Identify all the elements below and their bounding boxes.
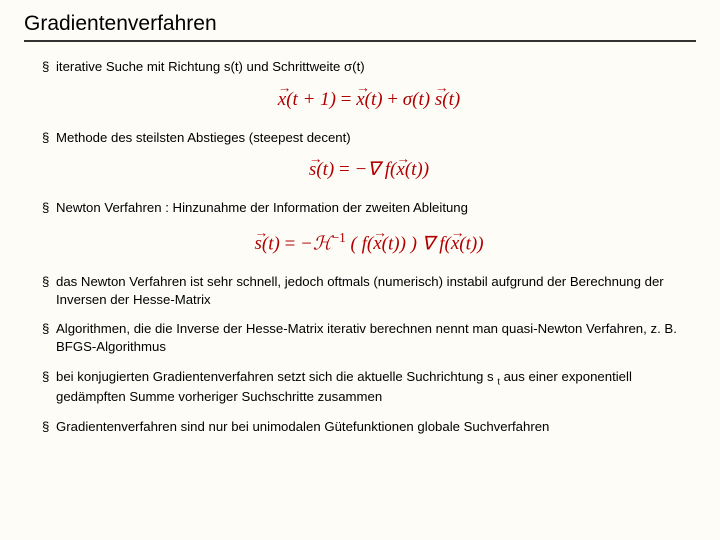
bullet-text-pre: bei konjugierten Gradientenverfahren set…	[56, 369, 494, 384]
bullet-item: Newton Verfahren : Hinzunahme der Inform…	[42, 199, 696, 217]
bullet-text: Algorithmen, die die Inverse der Hesse-M…	[56, 321, 677, 354]
bullet-item: das Newton Verfahren ist sehr schnell, j…	[42, 273, 696, 309]
bullet-item: Algorithmen, die die Inverse der Hesse-M…	[42, 320, 696, 356]
formula-update-rule: →x(t + 1) = →x(t) + σ(t) →s(t)	[42, 88, 696, 113]
bullet-text: das Newton Verfahren ist sehr schnell, j…	[56, 274, 664, 307]
bullet-item: iterative Suche mit Richtung s(t) und Sc…	[42, 58, 696, 76]
bullet-item: Methode des steilsten Abstieges (steepes…	[42, 129, 696, 147]
bullet-item: Gradientenverfahren sind nur bei unimoda…	[42, 418, 696, 436]
bullet-text: iterative Suche mit Richtung s(t) und Sc…	[56, 59, 365, 74]
title-rule	[24, 40, 696, 42]
bullet-item: bei konjugierten Gradientenverfahren set…	[42, 368, 696, 406]
bullet-list: iterative Suche mit Richtung s(t) und Sc…	[24, 58, 696, 436]
bullet-text: Gradientenverfahren sind nur bei unimoda…	[56, 419, 549, 434]
bullet-text-sub: t	[497, 377, 500, 387]
formula-steepest-descent: →s(t) = −∇ f(→x(t))	[42, 158, 696, 183]
slide: Gradientenverfahren iterative Suche mit …	[0, 0, 720, 540]
page-title: Gradientenverfahren	[24, 12, 696, 36]
bullet-text: Methode des steilsten Abstieges (steepes…	[56, 130, 351, 145]
bullet-text: Newton Verfahren : Hinzunahme der Inform…	[56, 200, 468, 215]
formula-newton: →s(t) = −ℋ−1 ( f(→x(t)) ) ∇ f(→x(t))	[42, 229, 696, 257]
